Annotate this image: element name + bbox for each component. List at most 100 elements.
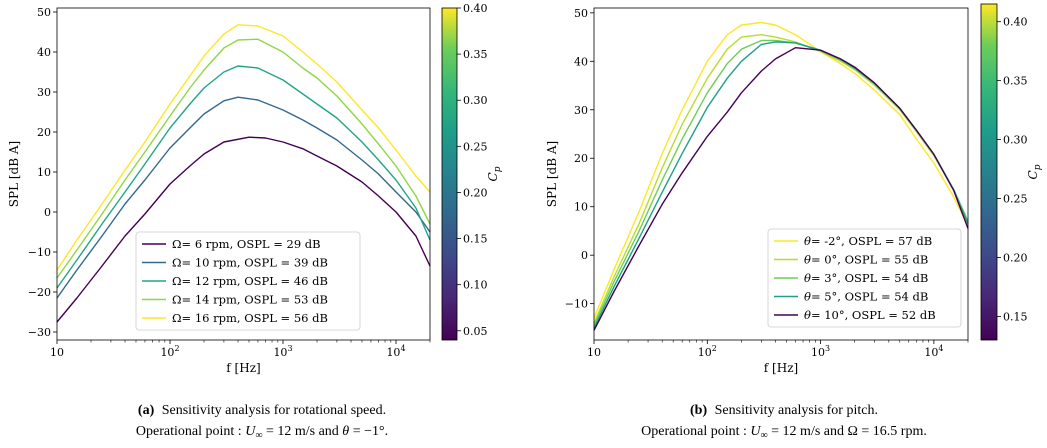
legend-text-b-3: = 5°, OSPL = 54 dB — [811, 290, 928, 304]
legend-text-a-2: = 12 rpm, OSPL = 46 dB — [182, 274, 328, 288]
legend-text-b-2: = 3°, OSPL = 54 dB — [811, 271, 928, 285]
y-tick-label-b-4: 30 — [574, 104, 588, 117]
legend-label-b-0: θ= -2°, OSPL = 57 dB — [804, 234, 932, 248]
legend-text-b-0: = -2°, OSPL = 57 dB — [811, 234, 932, 248]
y-axis-label-b: SPL [dB A] — [545, 141, 559, 207]
x-tick-label-b-2-exponent: 3 — [825, 344, 830, 353]
legend-label-a-0: Ω= 6 rpm, OSPL = 29 dB — [172, 237, 321, 251]
legend-symbol-a-2: Ω — [172, 274, 182, 288]
x-tick-label-a-3-exponent: 4 — [400, 344, 405, 353]
caption-a-rest: = −1°. — [349, 424, 388, 439]
legend-symbol-a-4: Ω — [172, 311, 182, 325]
x-tick-label-b-3-base: 10 — [924, 346, 938, 359]
caption-a-theta-symbol: θ — [342, 424, 349, 439]
colorbar-b — [980, 3, 998, 341]
legend-text-a-3: = 14 rpm, OSPL = 53 dB — [182, 293, 328, 307]
legend-text-b-1: = 0°, OSPL = 55 dB — [811, 253, 928, 267]
colorbar-label-a: Cp — [486, 166, 503, 181]
x-tick-label-b-1-base: 10 — [698, 346, 712, 359]
x-tick-label-b-2-base: 10 — [811, 346, 825, 359]
plot-frame-a — [56, 7, 431, 341]
colorbar-tick-label-a-3: 0.20 — [463, 186, 488, 199]
colorbar-label-symbol-a: C — [486, 172, 500, 181]
legend-box-b — [767, 228, 962, 328]
caption-b-omega-symbol: Ω — [848, 424, 858, 439]
colorbar-tick-label-a-5: 0.30 — [463, 94, 488, 107]
colorbar-tick-label-a-1: 0.10 — [463, 279, 488, 292]
colorbar-label-subscript-a: p — [493, 166, 503, 172]
legend-box-a — [135, 231, 361, 331]
caption-a-mid: = 12 m/s and — [262, 424, 342, 439]
caption-b-rest: = 16.5 rpm. — [858, 424, 927, 439]
x-tick-label-a-3: 104 — [386, 344, 405, 359]
caption-b-mid: = 12 m/s and — [768, 424, 848, 439]
legend-symbol-b-4: θ — [804, 308, 811, 322]
y-tick-label-b-1: 0 — [581, 249, 588, 262]
legend-text-b-4: = 10°, OSPL = 52 dB — [811, 308, 936, 322]
x-tick-label-a-3-base: 10 — [386, 346, 400, 359]
colorbar-tick-label-b-2: 0.25 — [1003, 193, 1028, 206]
legend-symbol-b-0: θ — [804, 234, 811, 248]
y-tick-label-a-8: 50 — [37, 6, 51, 19]
colorbar-label-subscript-b: p — [1033, 164, 1043, 170]
y-axis-label-a: SPL [dB A] — [7, 141, 21, 207]
colorbar-tick-label-b-0: 0.15 — [1003, 310, 1028, 323]
colorbar-tick-label-b-5: 0.40 — [1003, 16, 1028, 29]
y-tick-label-b-2: 10 — [574, 201, 588, 214]
legend-label-b-2: θ= 3°, OSPL = 54 dB — [804, 271, 928, 285]
x-tick-label-a-1-base: 10 — [160, 346, 174, 359]
colorbar-tick-label-a-0: 0.05 — [463, 325, 488, 338]
caption-a: (a) Sensitivity analysis for rotational … — [136, 403, 388, 441]
x-tick-label-b-2: 103 — [811, 344, 830, 359]
y-tick-label-b-3: 20 — [574, 152, 588, 165]
legend-text-a-1: = 10 rpm, OSPL = 39 dB — [182, 256, 328, 270]
y-tick-label-b-5: 40 — [574, 55, 588, 68]
legend-symbol-b-1: θ — [804, 253, 811, 267]
x-tick-label-b-1-exponent: 2 — [712, 344, 717, 353]
colorbar-tick-label-b-3: 0.30 — [1003, 134, 1028, 147]
colorbar-a — [441, 7, 458, 341]
series-line-b-4 — [593, 47, 969, 331]
colorbar-label-b: Cp — [1026, 164, 1043, 179]
x-tick-label-a-2-base: 10 — [273, 346, 287, 359]
x-axis-label-b: f [Hz] — [764, 361, 798, 375]
svg-text:Operational point : U∞ = 12 m/: Operational point : U∞ = 12 m/s and θ = … — [136, 424, 388, 441]
caption-b-title: Sensitivity analysis for pitch. — [715, 403, 878, 418]
x-axis-label-a: f [Hz] — [226, 361, 260, 375]
y-tick-label-a-1: −20 — [28, 286, 51, 299]
svg-text:(a) Sensitivity analysis: (a) Sensitivity analysis for rotational … — [138, 403, 386, 418]
y-tick-label-a-0: −30 — [28, 326, 51, 339]
colorbar-tick-label-b-4: 0.35 — [1003, 75, 1028, 88]
legend-label-a-1: Ω= 10 rpm, OSPL = 39 dB — [172, 256, 328, 270]
colorbar-tick-label-a-7: 0.40 — [463, 2, 488, 15]
series-line-b-0 — [593, 21, 969, 319]
series-line-a-1 — [56, 96, 431, 299]
caption-a-tag: (a) — [138, 403, 155, 418]
x-tick-label-b-3-exponent: 4 — [938, 344, 943, 353]
legend-text-a-0: = 6 rpm, OSPL = 29 dB — [182, 237, 321, 251]
legend-symbol-a-0: Ω — [172, 237, 182, 251]
y-tick-label-a-2: −10 — [28, 246, 51, 259]
y-tick-label-a-3: 0 — [44, 206, 51, 219]
x-tick-label-b-3: 104 — [924, 344, 943, 359]
y-tick-label-a-4: 10 — [37, 166, 51, 179]
legend-symbol-a-3: Ω — [172, 293, 182, 307]
legend-label-a-3: Ω= 14 rpm, OSPL = 53 dB — [172, 293, 328, 307]
x-tick-label-a-0-base: 10 — [50, 346, 64, 359]
colorbar-tick-label-a-4: 0.25 — [463, 140, 488, 153]
legend-label-a-2: Ω= 12 rpm, OSPL = 46 dB — [172, 274, 328, 288]
plot-frame-b — [593, 7, 969, 341]
series-line-a-4 — [56, 24, 431, 271]
legend-symbol-b-3: θ — [804, 290, 811, 304]
legend-label-b-3: θ= 5°, OSPL = 54 dB — [804, 290, 928, 304]
legend-text-a-4: = 16 rpm, OSPL = 56 dB — [182, 311, 328, 325]
y-tick-label-a-7: 40 — [37, 46, 51, 59]
caption-b-prefix: Operational point : — [641, 424, 750, 439]
y-tick-label-a-5: 20 — [37, 126, 51, 139]
x-tick-label-a-2-exponent: 3 — [287, 344, 292, 353]
legend-label-b-1: θ= 0°, OSPL = 55 dB — [804, 253, 928, 267]
legend-symbol-a-1: Ω — [172, 256, 182, 270]
legend-label-a-4: Ω= 16 rpm, OSPL = 56 dB — [172, 311, 328, 325]
